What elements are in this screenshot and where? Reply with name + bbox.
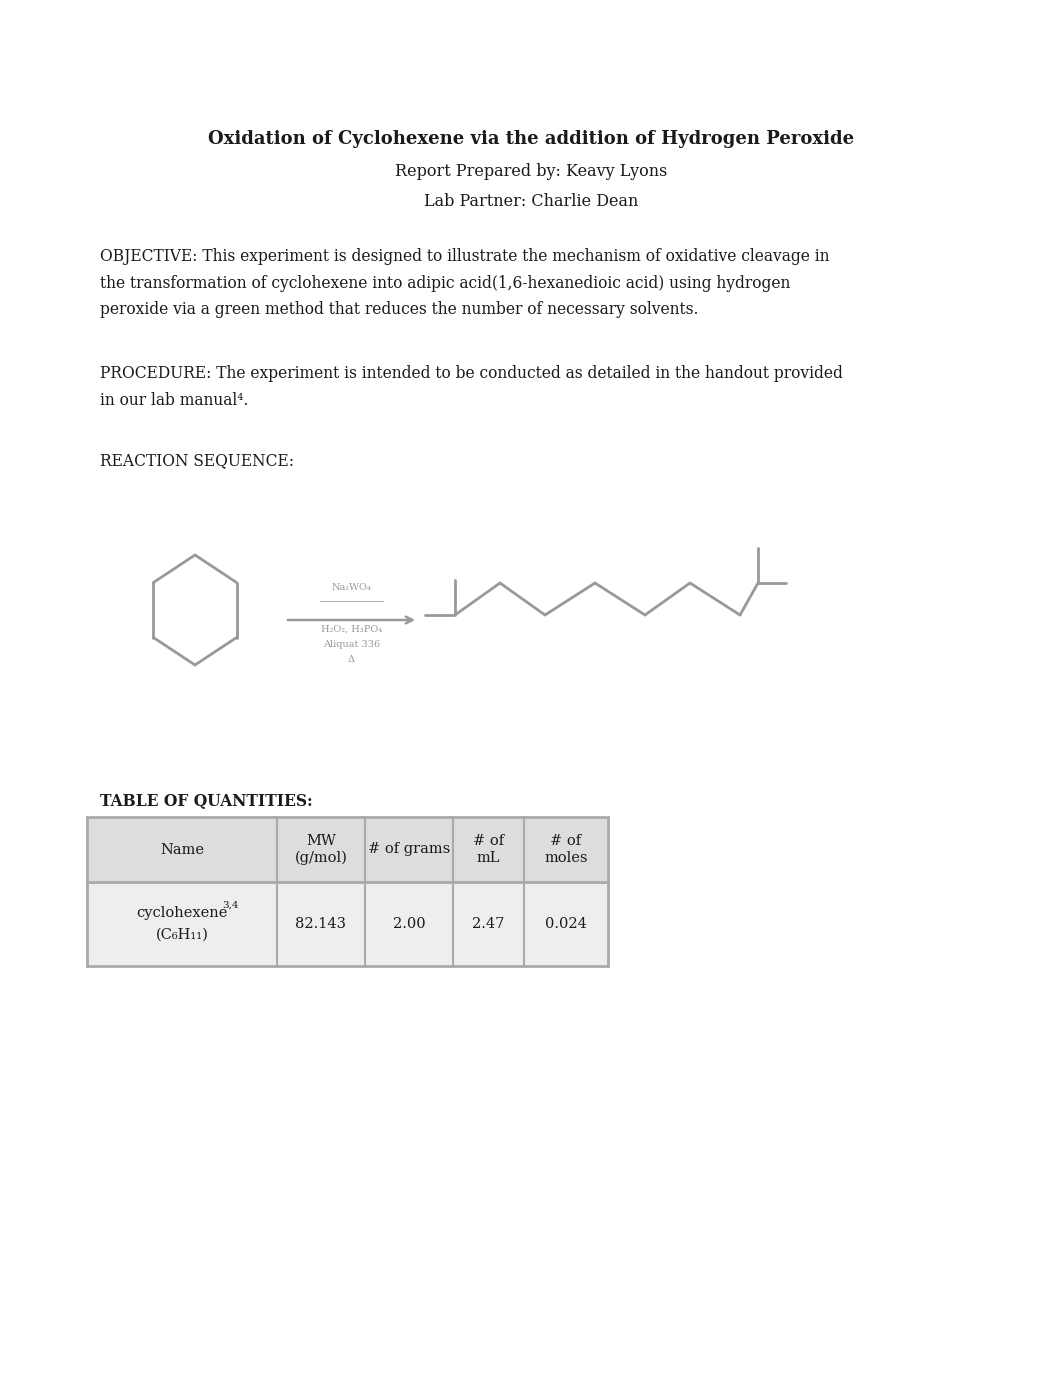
Text: 2.47: 2.47 [473,917,504,931]
Text: REACTION SEQUENCE:: REACTION SEQUENCE: [100,452,294,470]
Text: MW
(g/mol): MW (g/mol) [294,833,347,865]
Text: Report Prepared by: Keavy Lyons: Report Prepared by: Keavy Lyons [395,162,667,180]
Text: 2.00: 2.00 [393,917,425,931]
Text: Oxidation of Cyclohexene via the addition of Hydrogen Peroxide: Oxidation of Cyclohexene via the additio… [208,129,854,147]
Text: (C₆H₁₁): (C₆H₁₁) [155,928,208,942]
Text: 82.143: 82.143 [295,917,346,931]
Bar [87,817,609,967]
Text: # of
moles: # of moles [544,834,587,865]
Bar [87,883,609,967]
Text: OBJECTIVE: This experiment is designed to illustrate the mechanism of oxidative : OBJECTIVE: This experiment is designed t… [100,248,829,318]
Text: cyclohexene: cyclohexene [136,906,227,920]
Text: TABLE OF QUANTITIES:: TABLE OF QUANTITIES: [100,793,312,810]
Text: 0.024: 0.024 [545,917,587,931]
Text: Name: Name [160,843,204,856]
Text: 3,4: 3,4 [222,901,239,909]
Text: ─────────────: ───────────── [319,598,384,605]
Text: Lab Partner: Charlie Dean: Lab Partner: Charlie Dean [424,193,638,211]
Bar [87,817,609,883]
Text: Δ: Δ [348,655,355,664]
Text: # of
mL: # of mL [473,834,504,865]
Text: # of grams: # of grams [367,843,450,856]
Text: H₂O₂, H₃PO₄: H₂O₂, H₃PO₄ [321,625,382,633]
Text: Na₂WO₄: Na₂WO₄ [331,582,372,592]
Text: PROCEDURE: The experiment is intended to be conducted as detailed in the handout: PROCEDURE: The experiment is intended to… [100,365,843,409]
Text: Aliquat 336: Aliquat 336 [323,640,380,649]
